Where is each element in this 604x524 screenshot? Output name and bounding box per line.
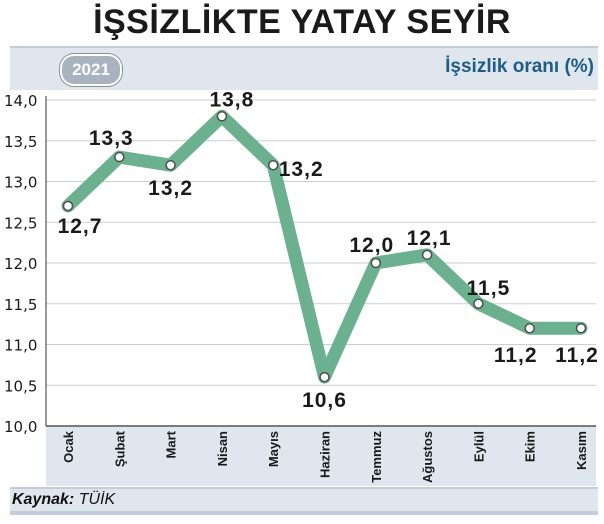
x-tick-label: Haziran (318, 431, 333, 478)
data-label: 13,3 (89, 127, 134, 150)
y-tick-label: 13,5 (4, 133, 37, 151)
x-tick-label: Ekim (523, 431, 538, 462)
data-label: 13,2 (148, 177, 193, 200)
x-tick-label: Temmuz (369, 431, 384, 483)
y-tick-label: 11,5 (4, 296, 37, 314)
data-point (62, 200, 74, 212)
y-tick-label: 12,5 (4, 214, 37, 232)
y-axis-ticks: 10,0 10,5 11,0 11,5 12,0 12,5 13,0 13,5 14,0 (4, 92, 37, 436)
source-note: Kaynak: TÜİK (12, 491, 115, 509)
x-tick-label: Ağustos (420, 431, 435, 483)
x-tick-label: Mart (164, 430, 179, 458)
data-point (319, 371, 330, 383)
data-label: 10,6 (302, 389, 347, 412)
category-band-rect (46, 426, 596, 486)
data-point (575, 322, 587, 334)
data-point (421, 249, 433, 261)
data-label: 12,7 (58, 215, 103, 238)
data-label: 13,2 (279, 158, 324, 181)
y-tick-label: 14,0 (4, 92, 37, 110)
series-polyline (61, 109, 588, 384)
data-label: 11,5 (467, 277, 511, 300)
y-tick-label: 10,0 (4, 418, 37, 436)
data-point (473, 298, 484, 309)
data-markers (62, 111, 587, 383)
data-label: 11,2 (555, 344, 599, 367)
category-band (46, 425, 596, 486)
data-label: 12,1 (407, 227, 452, 250)
series-line (61, 109, 588, 384)
data-labels: 12,7 13,3 13,2 13,8 13,2 10,6 12,0 12,1 11,5 11,2… (58, 88, 599, 412)
data-label: 13,8 (209, 88, 254, 111)
data-point (165, 159, 176, 171)
y-tick-label: 11,0 (4, 337, 37, 355)
data-point (114, 151, 125, 163)
x-tick-label: Mayıs (266, 431, 281, 467)
y-tick-label: 12,0 (4, 255, 37, 273)
x-tick-label: Ocak (61, 430, 76, 463)
source-label: Kaynak: (12, 491, 75, 508)
data-label: 12,0 (349, 234, 394, 257)
data-point (216, 111, 228, 122)
year-badge: 2021 (60, 54, 122, 86)
y-tick-label: 10,5 (4, 377, 37, 395)
y-tick-label: 13,0 (4, 174, 37, 192)
grid-lines (45, 96, 596, 427)
source-value: TÜİK (78, 491, 116, 508)
x-tick-label: Nisan (215, 431, 230, 466)
data-label: 11,2 (494, 344, 538, 367)
x-tick-label: Şubat (112, 430, 127, 467)
data-point (267, 159, 279, 171)
chart-title: İŞSİZLİKTE YATAY SEYİR (93, 3, 511, 41)
x-tick-label: Kasım (574, 431, 589, 470)
x-tick-label: Eylül (471, 431, 486, 462)
line-chart: 10,0 10,5 11,0 11,5 12,0 12,5 13,0 13,5 14,0 Oca… (4, 88, 599, 486)
series-label: İşsizlik oranı (%) (445, 56, 594, 77)
source-band (10, 487, 598, 511)
data-point (370, 257, 382, 269)
bottom-rule (10, 511, 598, 515)
data-point (524, 322, 535, 334)
x-axis-ticks: Ocak Şubat Mart Nisan Mayıs Haziran Temmuz Ağus… (61, 430, 589, 483)
